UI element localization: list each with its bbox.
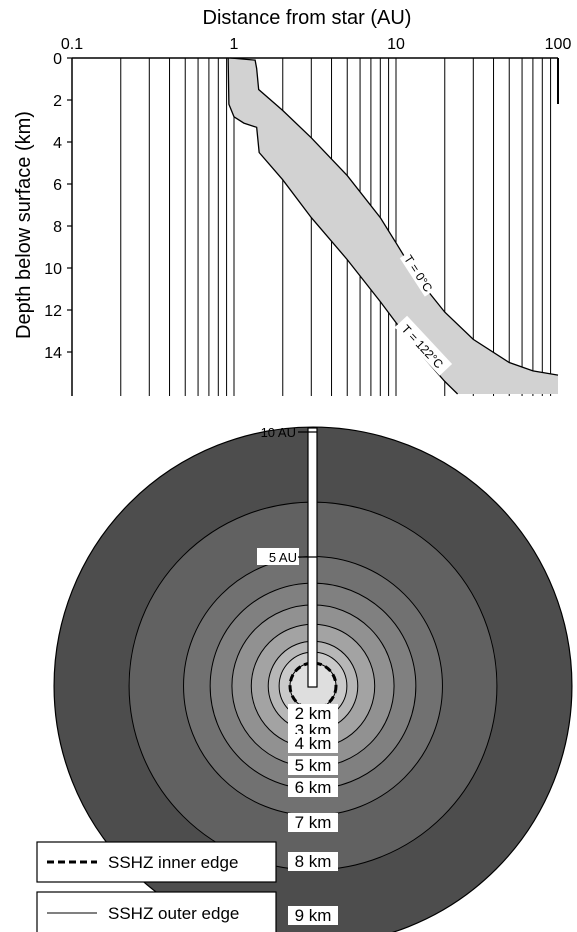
depth-chart: Distance from star (AU) Depth below surf… (13, 7, 571, 396)
au-label-5-box (257, 548, 299, 565)
y-tick-label: 4 (53, 135, 62, 152)
temperature-band (228, 58, 559, 394)
y-tick-label: 12 (44, 303, 62, 320)
x-tick-label: 10 (387, 36, 405, 53)
x-tick-group: 0.1 1 10 100 (61, 36, 572, 53)
legend-inner: SSHZ inner edge (36, 841, 277, 883)
legend-outer-box (36, 891, 277, 932)
depth-label-text: 6 km (295, 778, 332, 797)
series-line-t0 (230, 57, 559, 376)
depth-label: 7 km (288, 813, 338, 832)
depth-label: 2 km (288, 704, 338, 723)
depth-label-text: 2 km (295, 704, 332, 723)
depth-label: 4 km (288, 734, 338, 753)
depth-label: 6 km (288, 778, 338, 797)
depth-label-text: 9 km (295, 906, 332, 925)
legend-inner-label: SSHZ inner edge (108, 853, 238, 872)
depth-label: 8 km (288, 852, 338, 871)
y-tick-label: 0 (53, 51, 62, 68)
depth-label-group: 2 km3 km4 km5 km6 km7 km8 km9 km (288, 704, 338, 925)
y-tick-group: 0 2 4 6 8 10 12 14 (44, 51, 72, 362)
x-tick-label: 100 (545, 36, 572, 53)
y-tick-label: 10 (44, 261, 62, 278)
ring-diagram: 10 AU 5 AU 2 km3 km4 km5 km6 km7 km8 km9… (36, 425, 573, 932)
x-tick-label: 0.1 (61, 36, 83, 53)
depth-label-text: 4 km (295, 734, 332, 753)
legend-outer-label: SSHZ outer edge (108, 904, 239, 923)
au-label-10: 10 AU (261, 425, 296, 440)
y-tick-label: 2 (53, 93, 62, 110)
legend-inner-box (36, 841, 277, 883)
x-tick-label: 1 (230, 36, 239, 53)
y-tick-label: 8 (53, 219, 62, 236)
depth-label: 5 km (288, 756, 338, 775)
y-tick-label: 6 (53, 177, 62, 194)
legend-outer: SSHZ outer edge (36, 891, 277, 932)
x-axis-title: Distance from star (AU) (203, 7, 412, 29)
depth-label: 9 km (288, 906, 338, 925)
depth-label-text: 8 km (295, 852, 332, 871)
y-tick-label: 14 (44, 345, 62, 362)
au-label-5: 5 AU (269, 550, 297, 565)
depth-label-text: 7 km (295, 813, 332, 832)
y-axis-title: Depth below surface (km) (13, 111, 35, 339)
depth-label-text: 5 km (295, 756, 332, 775)
